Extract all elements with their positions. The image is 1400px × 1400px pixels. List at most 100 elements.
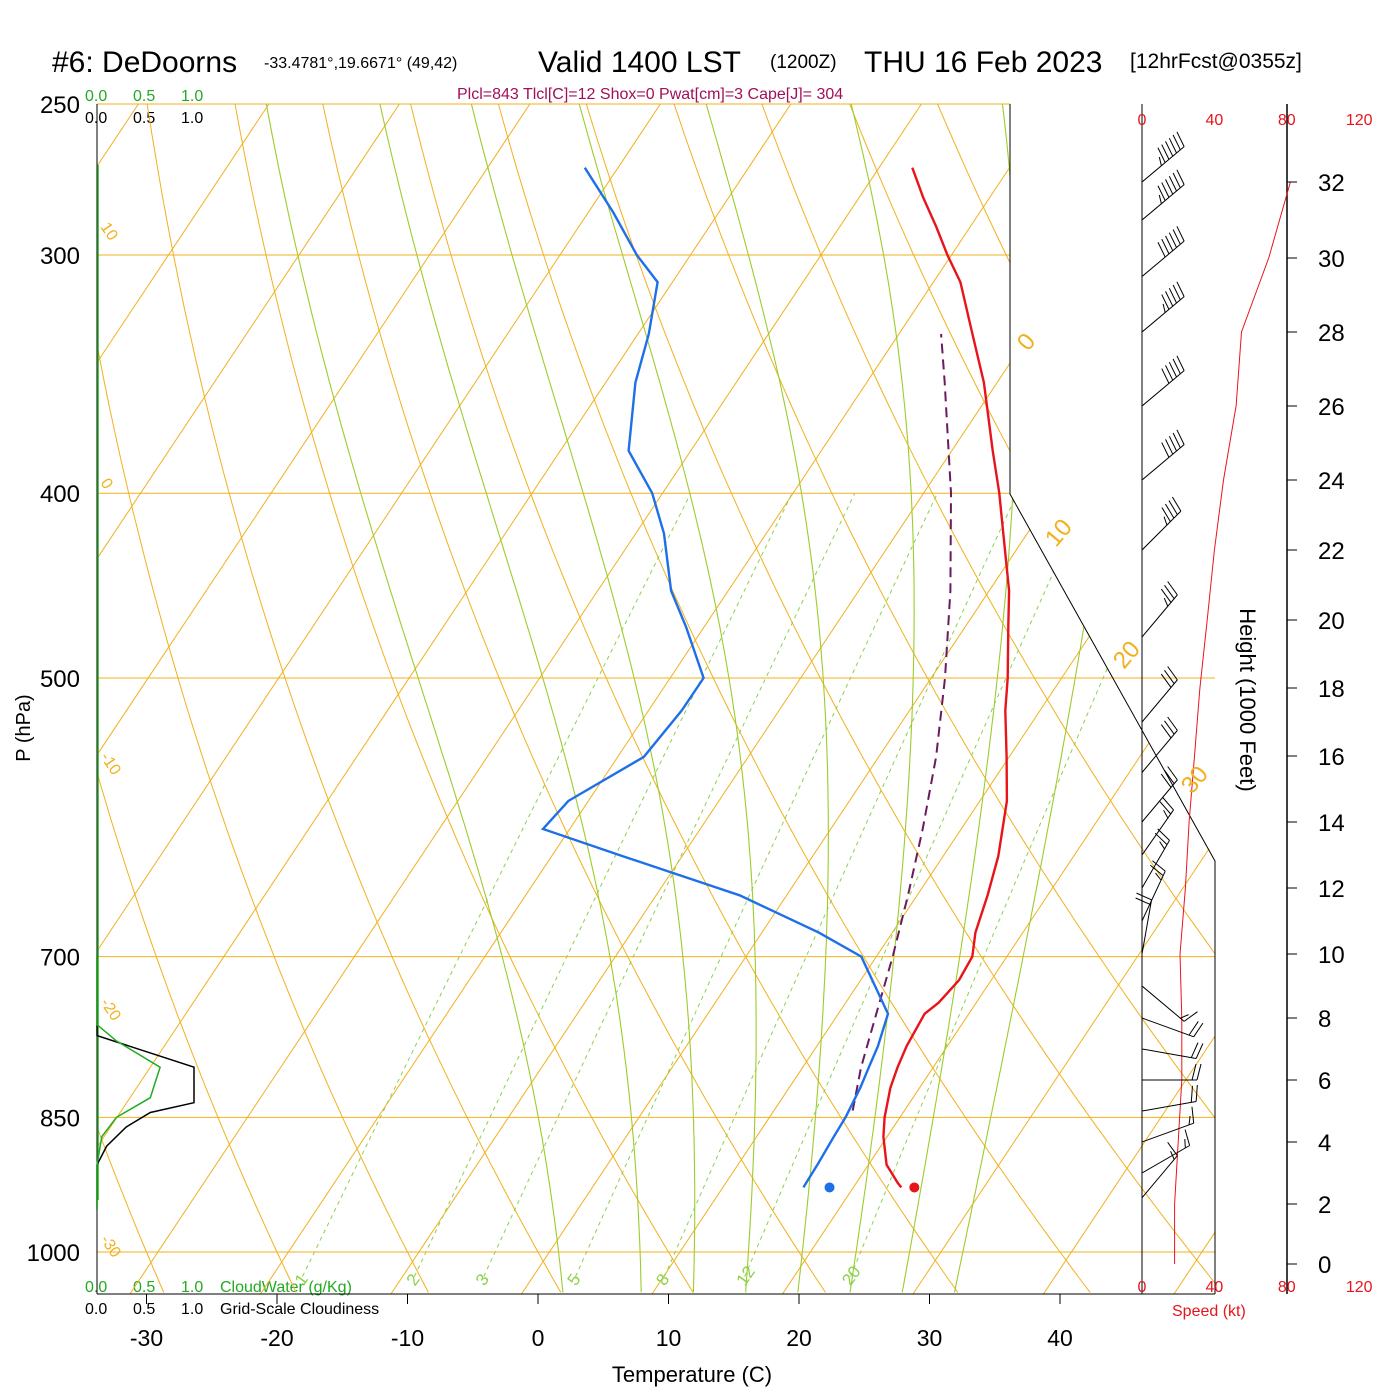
height-tick-label: 30	[1318, 246, 1345, 273]
mixing-ratio-label: 2	[403, 1270, 424, 1289]
wind-barb	[1141, 1129, 1191, 1174]
height-tick-label: 6	[1318, 1068, 1331, 1095]
x-axis-title: Temperature (C)	[612, 1362, 772, 1387]
wind-speed-trace	[1174, 181, 1291, 1264]
x-tick-label: 30	[917, 1325, 943, 1351]
isotherm-line	[97, 104, 531, 1294]
plot-frame	[96, 104, 1288, 1295]
dry-adiabat-line	[97, 104, 429, 1293]
valid-time: Valid 1400 LST	[538, 46, 741, 79]
x-tick-label: -10	[391, 1325, 424, 1351]
height-axis-title: Height (1000 Feet)	[1235, 608, 1260, 791]
pressure-tick-label: 500	[40, 666, 80, 693]
isotherm-label-right: 10	[1040, 514, 1078, 552]
wind-barb	[1141, 1042, 1204, 1060]
pressure-tick-label: 850	[40, 1105, 80, 1132]
isotherm-label-right: 30	[1176, 761, 1214, 799]
height-tick-label: 24	[1318, 468, 1345, 495]
parcel-trace	[851, 333, 953, 1111]
wind-barb	[1141, 581, 1178, 638]
moist-adiabat-line	[462, 104, 696, 1293]
pressure-tick-label: 300	[40, 243, 80, 270]
height-tick-label: 32	[1318, 170, 1345, 197]
wind-barb	[1141, 496, 1182, 551]
y-axis-title: P (hPa)	[13, 694, 35, 761]
height-tick-label: 8	[1318, 1006, 1331, 1033]
mixing-ratio-line	[575, 492, 938, 1277]
cloudiness-bottom-tick-2: 1.0	[181, 1301, 203, 1318]
moist-adiabat-line	[696, 104, 829, 1293]
wind-barb	[1141, 355, 1185, 407]
cloudiness-tick-2: 1.0	[181, 110, 203, 127]
dry-adiabat-line	[488, 104, 1091, 1293]
x-tick-label: -20	[260, 1325, 293, 1351]
mixing-ratio-label: 20	[838, 1263, 864, 1289]
cloudwater-tick-2: 1.0	[181, 88, 203, 105]
dry-adiabat-line	[228, 104, 694, 1293]
wind-barb	[1135, 892, 1153, 955]
height-tick-label: 0	[1318, 1252, 1331, 1279]
dewpoint-trace	[540, 167, 890, 1189]
cloudwater-bottom-tick-0: 0.0	[85, 1279, 107, 1296]
wind-barb	[1141, 797, 1174, 856]
forecast-label: [12hrFcst@0355z]	[1130, 50, 1302, 73]
cloudwater-trace	[96, 956, 161, 1210]
pressure-tick-label: 250	[40, 92, 80, 119]
dry-adiabat-line	[575, 104, 1215, 1293]
speed-tick-label-top: 40	[1206, 112, 1224, 129]
surface-temperature-dot	[909, 1182, 920, 1193]
isotherm-line	[97, 104, 661, 1294]
speed-axis-title: Speed (kt)	[1172, 1303, 1246, 1320]
cloudwater-bottom-tick-1: 0.5	[133, 1279, 155, 1296]
wind-barb	[1142, 1063, 1202, 1081]
isotherm-line	[521, 104, 1215, 1294]
isotherm-label: 10	[97, 220, 121, 244]
isotherm-line	[97, 104, 400, 1294]
pressure-tick-label: 700	[40, 945, 80, 972]
isotherm-label: -30	[97, 1232, 124, 1261]
cloudiness-trace	[96, 956, 195, 1210]
height-tick-label: 18	[1318, 676, 1345, 703]
indices-line: Plcl=843 Tlcl[C]=12 Shox=0 Pwat[cm]=3 Ca…	[457, 86, 843, 103]
wind-barb	[1141, 226, 1185, 277]
speed-tick-label-top: 120	[1346, 112, 1373, 129]
background-lines: 1 2 3 5 8 12 20	[97, 103, 1215, 1294]
x-tick-label: -30	[130, 1325, 163, 1351]
mixing-ratio-label: 8	[652, 1270, 673, 1289]
wind-barb	[1141, 429, 1185, 481]
cloudwater-axis-label: CloudWater (g/Kg)	[220, 1279, 352, 1296]
sounding-traces	[540, 167, 1011, 1193]
wind-barb	[1141, 131, 1185, 183]
speed-tick-label-bottom: 0	[1138, 1279, 1147, 1296]
cloudwater-bottom-tick-2: 1.0	[181, 1279, 203, 1296]
wind-barb	[1141, 828, 1170, 889]
dry-adiabat-line	[141, 104, 562, 1293]
cloudwater-tick-0: 0.0	[85, 88, 107, 105]
wind-barb	[1141, 1017, 1204, 1038]
wind-barb	[1141, 716, 1178, 773]
pressure-tick-label: 400	[40, 481, 80, 508]
cloudiness-axis-label: Grid-Scale Cloudiness	[220, 1301, 379, 1318]
mixing-ratio-line	[302, 492, 692, 1277]
isotherm-label-right: 20	[1108, 636, 1146, 674]
isotherm-line	[390, 104, 1183, 1294]
moist-adiabat-line	[953, 104, 1143, 1293]
isotherm-line	[97, 104, 270, 1294]
mixing-ratio-line	[483, 492, 856, 1277]
mixing-ratio-line	[744, 492, 1090, 1277]
mixing-ratio-label: 12	[733, 1263, 759, 1289]
valid-zulu: (1200Z)	[770, 52, 837, 73]
height-tick-label: 20	[1318, 608, 1345, 635]
wind-barb	[1141, 766, 1178, 823]
x-tick-label: 10	[656, 1325, 682, 1351]
height-tick-label: 12	[1318, 876, 1345, 903]
speed-tick-label-bottom: 40	[1206, 1279, 1224, 1296]
dry-adiabat-line	[836, 104, 1215, 1293]
isotherm-label: 0	[97, 476, 116, 493]
height-tick-label: 14	[1318, 810, 1345, 837]
temperature-trace	[882, 167, 1011, 1189]
moist-adiabat-line	[842, 104, 915, 1293]
pressure-tick-label: 1000	[27, 1240, 80, 1267]
wind-barb	[1141, 1084, 1198, 1112]
